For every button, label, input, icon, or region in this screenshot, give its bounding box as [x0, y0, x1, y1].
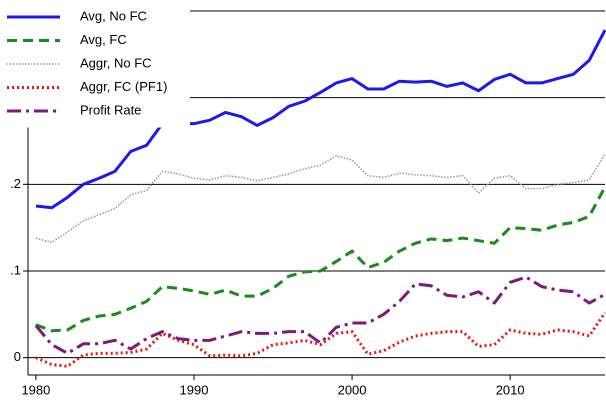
series-line: [35, 29, 606, 210]
x-tick-label: 2010: [496, 382, 525, 397]
series-line: [35, 186, 606, 333]
legend-label: Avg, FC: [80, 32, 127, 47]
x-tick-label: 2000: [338, 382, 367, 397]
legend-label: Aggr, No FC: [80, 55, 152, 70]
legend-label: Aggr, FC (PF1): [80, 79, 167, 94]
y-tick-label: .1: [10, 262, 21, 277]
series-line: [34, 275, 606, 355]
legend: Avg, No FC Avg, FC Aggr, No FC Aggr, FC (PF…: [0, 0, 190, 128]
x-tick-label: 1990: [180, 382, 209, 397]
legend-label: Avg, No FC: [80, 8, 147, 23]
x-tick-label: 1980: [21, 382, 50, 397]
y-tick-label: 0: [14, 349, 21, 364]
series-line: [35, 311, 606, 368]
series-line: [35, 153, 606, 244]
y-tick-label: .2: [10, 176, 21, 191]
legend-label: Profit Rate: [80, 102, 141, 117]
